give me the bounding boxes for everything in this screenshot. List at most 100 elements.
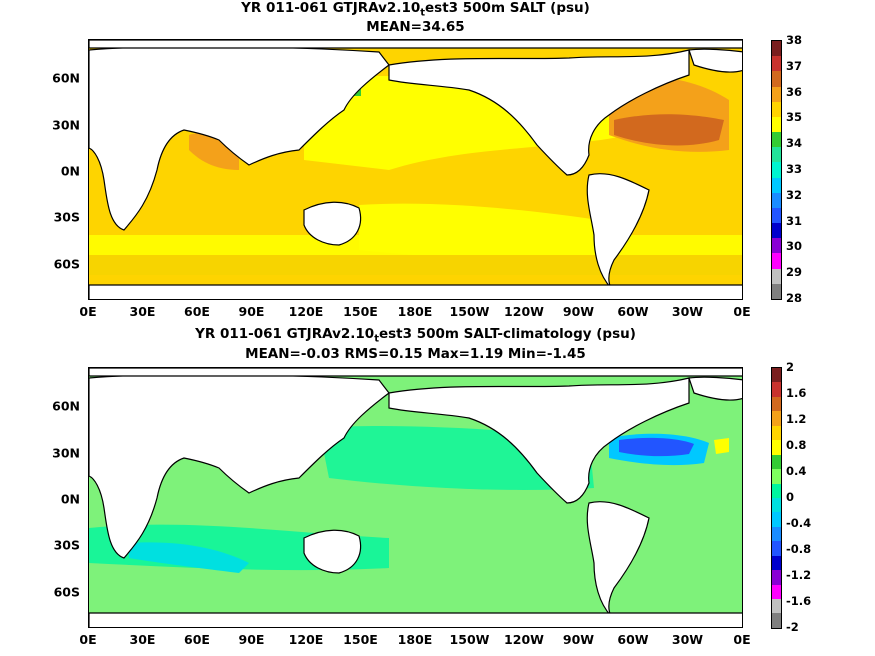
panel1-xtick: 120E <box>288 304 324 319</box>
colorbar-tick-label: -0.8 <box>786 542 812 556</box>
panel1-xtick: 90W <box>562 304 595 319</box>
panel2-xtick: 120E <box>288 632 324 647</box>
colorbar-swatch <box>772 497 781 513</box>
colorbar-swatch <box>772 56 781 72</box>
colorbar-tick-label: 33 <box>786 162 803 176</box>
panel2-xtick: 120W <box>504 632 544 647</box>
eurasia-africa-land <box>89 45 390 231</box>
colorbar-swatch <box>772 584 781 599</box>
panel2-ytick: 30N <box>52 445 80 461</box>
colorbar-tick-label: 34 <box>786 136 803 151</box>
atlantic-pos-anomaly <box>714 438 729 454</box>
gulf-stream-core <box>619 437 694 457</box>
antarctica-land <box>89 612 742 627</box>
south-america-land <box>586 501 650 617</box>
panel1-xtick: 60E <box>184 304 210 319</box>
australia-land <box>303 529 362 574</box>
colorbar-swatch <box>772 368 781 383</box>
colorbar-tick-label: 30 <box>786 239 803 254</box>
colorbar-tick-label: 0 <box>786 490 795 504</box>
colorbar-tick-label: 36 <box>786 84 803 99</box>
panel2-xtick: 60E <box>184 632 210 647</box>
north-atlantic-core <box>614 114 724 146</box>
colorbar-swatch <box>772 483 781 498</box>
colorbar-swatch <box>772 382 781 397</box>
colorbar-swatch <box>772 268 781 284</box>
panel1-title: YR 011-061 GTJRAv2.10test3 500m SALT (ps… <box>88 0 743 22</box>
salinity-anomaly-map-svg <box>89 368 742 627</box>
land-masses-2 <box>89 368 742 627</box>
panel1-xtick: 0E <box>79 304 97 319</box>
colorbar-swatch <box>772 253 781 269</box>
panel2-xtick: 150E <box>343 632 378 647</box>
colorbar-tick-label: 1.2 <box>786 412 807 426</box>
panel2-xtick: 0E <box>79 632 97 647</box>
colorbar-swatch <box>772 599 781 614</box>
panel1-ytick: 60S <box>53 256 80 272</box>
colorbar-swatch <box>772 177 781 193</box>
colorbar-swatch <box>772 570 781 585</box>
salinity-map-svg <box>89 40 742 299</box>
colorbar-swatch <box>772 41 781 57</box>
salinity-anomaly-map <box>88 367 743 628</box>
colorbar-tick-label: 1.6 <box>786 386 807 400</box>
panel1-ytick: 0N <box>60 163 80 179</box>
colorbar-swatch <box>772 71 781 87</box>
panel1-stats: MEAN=34.65 <box>366 19 465 35</box>
colorbar-swatch <box>772 101 781 117</box>
panel2-title-b: est3 500m SALT-climatology (psu) <box>378 326 636 342</box>
colorbar-swatch <box>772 411 781 426</box>
colorbar-tick-label: 0.8 <box>786 438 807 452</box>
panel2-xtick: 90E <box>238 632 265 647</box>
colorbar-swatch <box>772 238 781 254</box>
panel2-ytick: 60S <box>53 584 80 600</box>
panel1-ytick: 60N <box>52 70 80 86</box>
colorbar-swatch <box>772 396 781 412</box>
colorbar-swatch <box>772 283 781 299</box>
panel2-ytick: 60N <box>52 398 80 414</box>
panel2-title: YR 011-061 GTJRAv2.10test3 500m SALT-cli… <box>88 326 743 348</box>
panel1-xtick: 30W <box>671 304 704 319</box>
panel1-colorbar <box>771 40 782 300</box>
indian-ocean-neg <box>129 542 249 573</box>
colorbar-tick-label: 38 <box>786 33 803 47</box>
colorbar-swatch <box>772 223 781 239</box>
panel1-xtick: 150E <box>343 304 378 319</box>
south-america-land <box>586 173 650 289</box>
colorbar-swatch <box>772 454 781 470</box>
colorbar-tick-label: 35 <box>786 110 803 125</box>
greenland-land <box>688 376 742 401</box>
north-america-land <box>388 377 690 504</box>
colorbar-tick-label: 28 <box>786 291 803 305</box>
eurasia-africa-land <box>89 373 390 559</box>
land-masses <box>89 40 742 299</box>
panel1-xtick: 30E <box>129 304 156 319</box>
panel2-xtick: 60W <box>617 632 649 647</box>
panel1-xtick: 150W <box>449 304 490 319</box>
salinity-map <box>88 39 743 300</box>
greenland-land <box>688 48 742 73</box>
panel1-ytick: 30S <box>53 209 80 225</box>
colorbar-tick-label: 32 <box>786 187 803 202</box>
panel1-title-b: est3 500m SALT (psu) <box>425 0 590 16</box>
colorbar-swatch <box>772 469 781 484</box>
colorbar-swatch <box>772 147 781 163</box>
panel2-xtick: 0E <box>733 632 751 647</box>
colorbar-tick-label: -2 <box>786 620 799 634</box>
north-america-land <box>388 49 690 176</box>
colorbar-swatch <box>772 132 781 148</box>
colorbar-swatch <box>772 425 781 441</box>
australia-land <box>303 201 362 246</box>
colorbar-swatch <box>772 192 781 208</box>
colorbar-swatch <box>772 440 781 455</box>
colorbar-swatch <box>772 512 781 527</box>
southern-fresh-band <box>89 235 742 255</box>
panel1-title-a: YR 011-061 GTJRAv2.10 <box>241 0 421 16</box>
colorbar-tick-label: -1.2 <box>786 568 812 582</box>
colorbar-tick-label: 0.4 <box>786 464 807 478</box>
panel1-xtick: 120W <box>504 304 544 319</box>
colorbar-swatch <box>772 541 781 556</box>
southern-salty-band <box>89 255 742 275</box>
panel2-xtick: 90W <box>562 632 595 647</box>
panel1-ytick: 30N <box>52 117 80 133</box>
